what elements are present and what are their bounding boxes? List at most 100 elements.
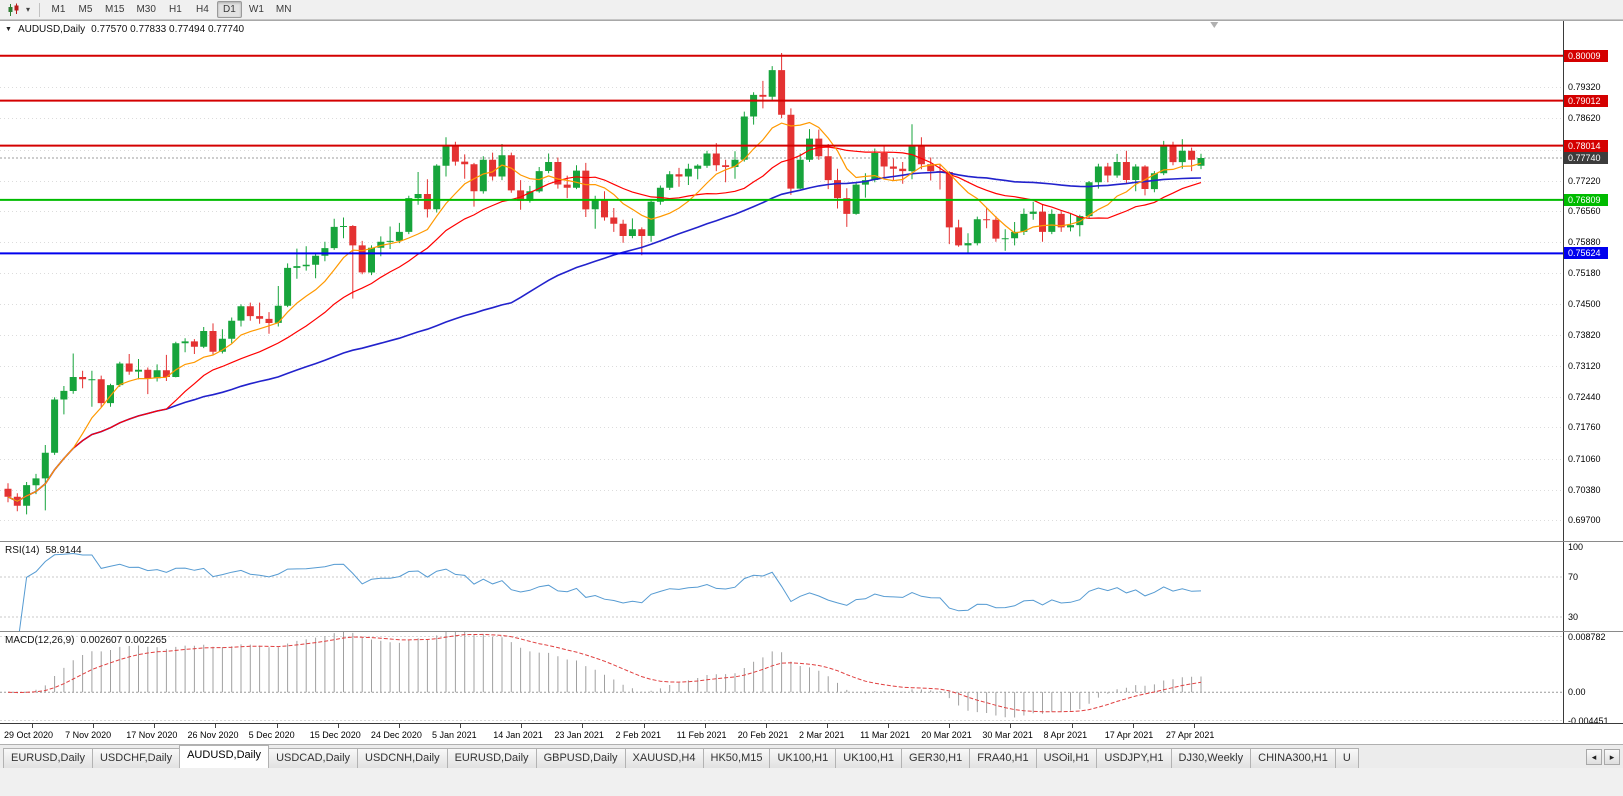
date-label: 30 Mar 2021: [982, 730, 1033, 740]
chart-tab-dj30-weekly[interactable]: DJ30,Weekly: [1170, 748, 1252, 768]
price-axis-label: 0.77220: [1568, 176, 1601, 186]
chart-tab-eurusd-daily[interactable]: EURUSD,Daily: [3, 748, 93, 768]
down-wicks: [7, 53, 1193, 512]
time-axis-tick: [276, 724, 278, 728]
price-axis-label: 0.70380: [1568, 485, 1601, 495]
chart-type-icon[interactable]: [5, 2, 23, 18]
timeframe-d1-button[interactable]: D1: [216, 1, 242, 18]
macd-label: MACD(12,26,9): [5, 635, 75, 646]
macd-signal-line: [7, 633, 1202, 713]
timeframe-m1-button[interactable]: M1: [51, 4, 66, 15]
timeframe-h4-button[interactable]: H4: [196, 4, 209, 15]
chart-tab-china300-h1[interactable]: CHINA300,H1: [1250, 748, 1336, 768]
chart-tab-gbpusd-daily[interactable]: GBPUSD,Daily: [535, 748, 626, 768]
rsi-value: 58.9144: [45, 545, 82, 556]
chart-tab-uk100-h1[interactable]: UK100,H1: [769, 748, 837, 768]
date-label: 5 Dec 2020: [248, 730, 295, 740]
price-axis-label: 0.71060: [1568, 454, 1601, 464]
chart-tab-usdchf-daily[interactable]: USDCHF,Daily: [91, 748, 181, 768]
date-label: 29 Oct 2020: [4, 730, 54, 740]
date-label: 15 Dec 2020: [309, 730, 361, 740]
rsi-canvas[interactable]: [0, 542, 1563, 632]
time-axis[interactable]: 29 Oct 2020 7 Nov 2020 17 Nov 2020 26 Nov 2…: [0, 723, 1623, 745]
bid-price-tag: 0.77740: [1564, 151, 1608, 164]
chart-tab-fra40-h1[interactable]: FRA40,H1: [969, 748, 1037, 768]
timeframe-m30-button[interactable]: M30: [136, 4, 156, 15]
price-grid: [0, 87, 1563, 521]
chart-tab-usdjpy-h1[interactable]: USDJPY,H1: [1096, 748, 1172, 768]
price-chart-canvas[interactable]: [0, 21, 1563, 541]
chart-tab-hk50-m15[interactable]: HK50,M15: [702, 748, 771, 768]
chart-shift-marker[interactable]: [1210, 22, 1219, 28]
price-axis-label: 0.78620: [1568, 113, 1601, 123]
price-axis-label: 0.73120: [1568, 361, 1601, 371]
price-pane: ▼ AUDUSD,Daily 0.77570 0.77833 0.77494 0…: [0, 21, 1623, 541]
time-axis-tick: [460, 724, 462, 728]
chevron-down-icon[interactable]: ▾: [25, 5, 30, 14]
chart-tab-usdcad-daily[interactable]: USDCAD,Daily: [268, 748, 359, 768]
chart-tab-usdcnh-daily[interactable]: USDCNH,Daily: [357, 748, 448, 768]
time-axis-tick: [154, 724, 156, 728]
time-axis-tick: [32, 724, 33, 728]
date-label: 17 Apr 2021: [1104, 730, 1154, 740]
level-price-tag: 0.79012: [1564, 94, 1608, 107]
macd-canvas[interactable]: [0, 632, 1563, 724]
price-axis-label: 0.71760: [1568, 422, 1601, 432]
chart-tab-usoil-h1[interactable]: USOil,H1: [1035, 748, 1098, 768]
time-axis-tick: [582, 724, 584, 728]
tab-scroll-left-icon[interactable]: ◂: [1586, 749, 1602, 765]
date-label: 26 Nov 2020: [187, 730, 239, 740]
chart-tab-xauusd-h4[interactable]: XAUUSD,H4: [624, 748, 704, 768]
macd-title: MACD(12,26,9) 0.002607 0.002265: [5, 635, 167, 646]
level-price-tag: 0.75624: [1564, 247, 1608, 260]
price-axis-label: 0.74500: [1568, 299, 1601, 309]
timeframe-w1-button[interactable]: W1: [248, 4, 264, 15]
timeframe-m15-button[interactable]: M15: [105, 4, 125, 15]
date-label: 17 Nov 2020: [126, 730, 178, 740]
macd-axis-label: -0.004451: [1568, 715, 1609, 726]
time-axis-tick: [215, 724, 217, 728]
time-axis-tick: [1193, 724, 1195, 728]
price-axis-label: 0.75880: [1568, 237, 1601, 247]
rsi-label: RSI(14): [5, 545, 40, 556]
main-toolbar: ▾ M1 M5 M15 M30 H1 H4 D1 W1 MN: [0, 0, 1623, 20]
time-axis-tick: [949, 724, 951, 728]
macd-pane: MACD(12,26,9) 0.002607 0.002265 0.008782…: [0, 631, 1623, 726]
ma-fast-line: [7, 121, 1202, 502]
level-price-tag: 0.80009: [1564, 49, 1608, 62]
price-axis-label: 0.75180: [1568, 268, 1601, 278]
macd-histogram: [16, 632, 1202, 718]
chart-tab-eurusd-daily[interactable]: EURUSD,Daily: [446, 748, 537, 768]
date-label: 5 Jan 2021: [432, 730, 477, 740]
chart-tab-ger30-h1[interactable]: GER30,H1: [901, 748, 971, 768]
up-wicks: [26, 66, 1202, 515]
macd-axis[interactable]: 0.008782 0.00 -0.004451: [1563, 632, 1623, 726]
chart-title: ▼ AUDUSD,Daily 0.77570 0.77833 0.77494 0…: [5, 24, 244, 35]
time-axis-tick: [93, 724, 95, 728]
time-axis-tick: [826, 724, 828, 728]
collapse-icon[interactable]: ▼: [5, 26, 12, 33]
price-axis[interactable]: 0.793200.786200.779200.772200.765600.758…: [1563, 21, 1623, 541]
timeframe-mn-button[interactable]: MN: [275, 4, 292, 15]
chart-symbol-period: AUDUSD,Daily: [17, 24, 86, 35]
macd-axis-label: 0.00: [1568, 687, 1586, 698]
chart-tab-u[interactable]: U: [1334, 748, 1359, 768]
timeframe-m5-button[interactable]: M5: [78, 4, 93, 15]
level-price-tag: 0.76809: [1564, 193, 1608, 206]
time-axis-tick: [1010, 724, 1012, 728]
rsi-pane: RSI(14) 58.9144 100 70 30: [0, 541, 1623, 632]
tab-scroll-right-icon[interactable]: ▸: [1604, 749, 1620, 765]
timeframe-h1-button[interactable]: H1: [169, 4, 182, 15]
chart-tab-uk100-h1[interactable]: UK100,H1: [835, 748, 903, 768]
price-axis-label: 0.73820: [1568, 330, 1601, 340]
time-axis-tick: [1132, 724, 1134, 728]
price-axis-label: 0.72440: [1568, 392, 1601, 402]
rsi-axis-label: 100: [1568, 542, 1584, 552]
level-price-tag: 0.78014: [1564, 139, 1608, 152]
date-label: 2 Feb 2021: [615, 730, 662, 740]
chart-tab-audusd-daily[interactable]: AUDUSD,Daily: [179, 745, 270, 768]
rsi-axis[interactable]: 100 70 30: [1563, 542, 1623, 631]
date-label: 14 Jan 2021: [493, 730, 543, 740]
up-bodies: [23, 70, 1205, 506]
candlestick-glyph: [8, 3, 19, 16]
